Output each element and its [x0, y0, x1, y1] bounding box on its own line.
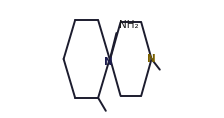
- Text: NH₂: NH₂: [119, 19, 139, 30]
- Text: N: N: [147, 54, 156, 64]
- Text: N: N: [104, 57, 112, 67]
